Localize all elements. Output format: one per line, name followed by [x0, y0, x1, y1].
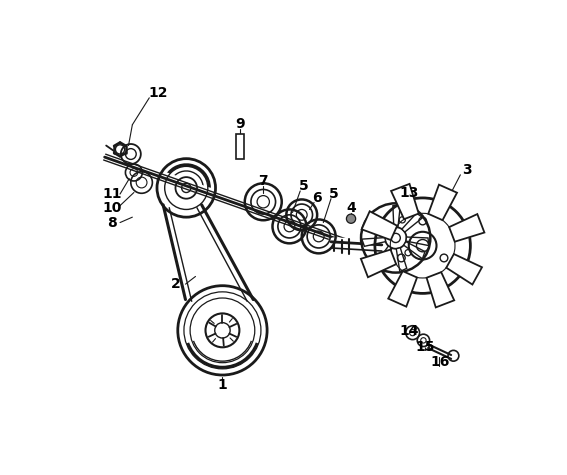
Text: 10: 10	[103, 201, 122, 215]
Text: 13: 13	[399, 186, 418, 200]
Polygon shape	[388, 271, 417, 307]
Text: 8: 8	[108, 216, 117, 229]
Text: 2: 2	[171, 277, 181, 291]
Circle shape	[346, 214, 356, 223]
Text: 15: 15	[415, 340, 435, 353]
Polygon shape	[406, 237, 429, 246]
Text: 3: 3	[462, 163, 471, 177]
Text: 16: 16	[431, 355, 450, 369]
Text: 6: 6	[312, 191, 322, 205]
Text: 9: 9	[235, 117, 245, 131]
Text: 12: 12	[149, 86, 168, 100]
Polygon shape	[446, 254, 482, 285]
Polygon shape	[361, 249, 396, 277]
Text: 5: 5	[298, 180, 308, 193]
Polygon shape	[426, 272, 454, 307]
Text: 7: 7	[259, 174, 268, 188]
Polygon shape	[393, 204, 400, 228]
Polygon shape	[375, 246, 392, 267]
Polygon shape	[428, 185, 457, 220]
Polygon shape	[396, 248, 407, 272]
Polygon shape	[369, 213, 389, 233]
Polygon shape	[362, 211, 397, 240]
Polygon shape	[391, 184, 418, 219]
Bar	[236, 134, 244, 159]
Text: 1: 1	[218, 378, 227, 392]
Polygon shape	[449, 214, 484, 242]
Text: 4: 4	[346, 201, 356, 215]
Text: 14: 14	[400, 324, 420, 338]
Polygon shape	[402, 213, 423, 232]
Polygon shape	[362, 238, 386, 247]
Polygon shape	[404, 242, 425, 259]
Text: 5: 5	[329, 187, 339, 201]
Text: 11: 11	[103, 187, 122, 201]
